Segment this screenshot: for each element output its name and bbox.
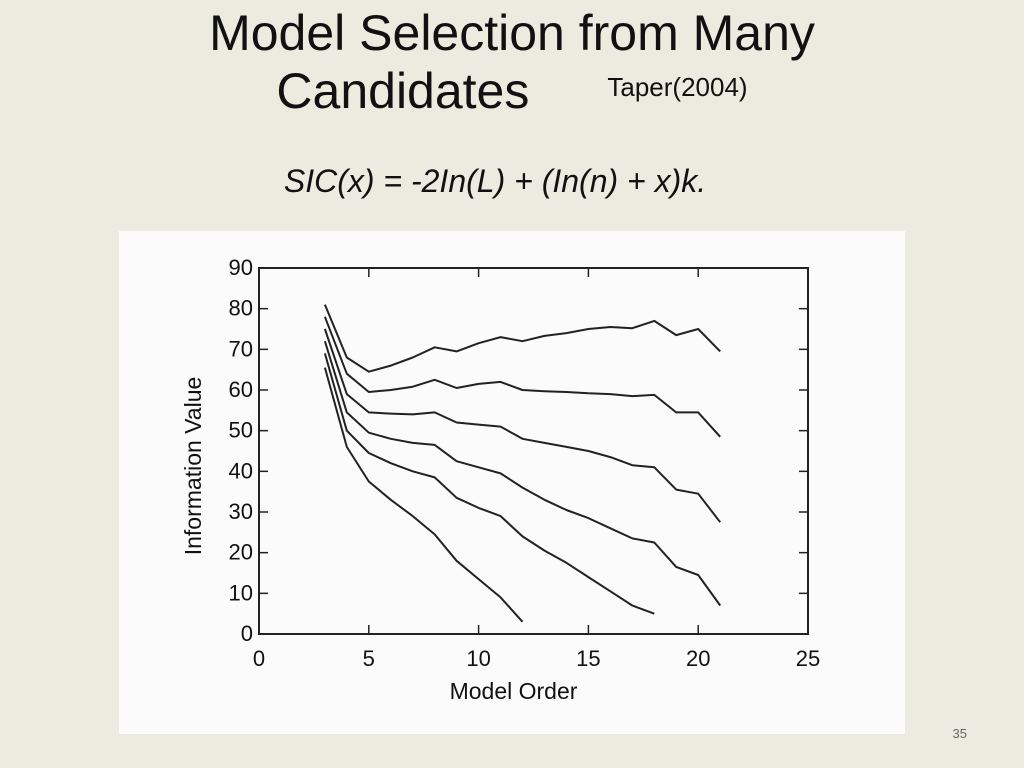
x-axis-label: Model Order: [450, 678, 578, 704]
y-tick-label: 60: [229, 377, 253, 402]
citation: Taper(2004): [607, 71, 748, 102]
x-tick-label: 15: [576, 646, 600, 671]
information-value-chart: 0 5 10 15 20 25 0 10 20 30 40 50 60 70 80 90 Model Order…: [180, 255, 820, 704]
plot-frame: [258, 267, 809, 635]
chart-figure: 0 5 10 15 20 25 0 10 20 30 40 50 60 70 80 90 Model Order…: [119, 231, 905, 734]
series-line-4: [323, 340, 722, 607]
x-tick-label: 25: [796, 646, 820, 671]
y-tick-label: 40: [229, 458, 253, 483]
y-tick-label: 50: [229, 418, 253, 443]
series-line-5: [323, 353, 655, 615]
y-axis-label: Information Value: [180, 377, 206, 556]
y-tick-label: 70: [229, 336, 253, 361]
series-line-3: [323, 328, 721, 523]
y-tick-label: 80: [229, 296, 253, 321]
y-tick-label: 90: [229, 255, 253, 280]
y-tick-label: 20: [229, 540, 253, 565]
title-line-1: Model Selection from Many: [209, 5, 815, 61]
series-line-6: [323, 367, 524, 623]
y-tick-label: 30: [229, 499, 253, 524]
x-tick-label: 5: [363, 646, 375, 671]
x-tick-label: 10: [466, 646, 490, 671]
title-line-2: Candidates: [276, 63, 530, 119]
y-tick-label: 0: [241, 621, 253, 646]
series-line-1: [323, 304, 721, 373]
x-tick-label: 20: [686, 646, 710, 671]
y-tick-label: 10: [229, 580, 253, 605]
sic-formula: SIC(x) = -2In(L) + (In(n) + x)k.: [283, 163, 707, 199]
x-tick-label: 0: [253, 646, 265, 671]
slide-title: Model Selection from Many Candidates Tape…: [0, 4, 1024, 124]
series-line-2: [323, 316, 721, 438]
page-number: 35: [952, 726, 967, 741]
